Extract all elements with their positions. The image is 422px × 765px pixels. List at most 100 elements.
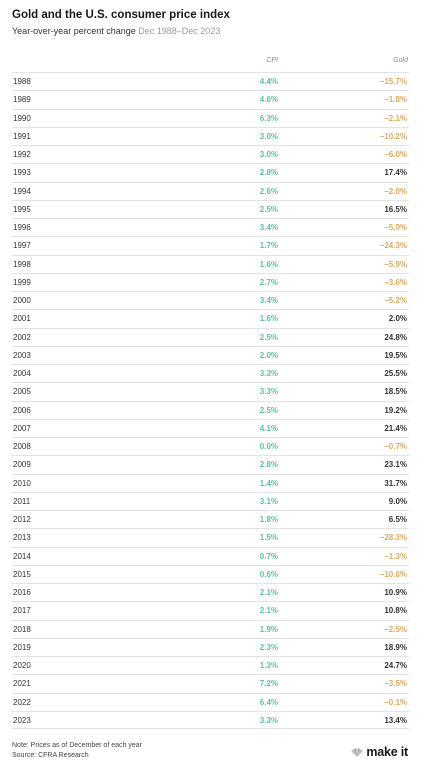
year-cell: 1991: [13, 131, 31, 141]
cpi-value: 3.0%: [259, 131, 278, 141]
table-row: 2020 1.3% 24.7%: [12, 656, 409, 674]
gold-value: −1.3%: [384, 551, 407, 561]
year-cell: 2022: [13, 697, 31, 707]
year-cell: 2016: [13, 588, 31, 597]
gold-value: −3.5%: [384, 679, 407, 689]
table-row: 1993 2.8% 17.4%: [12, 163, 409, 181]
gold-value: −10.0%: [379, 569, 407, 579]
gold-value: −0.7%: [384, 442, 407, 451]
gold-value: −2.1%: [384, 113, 407, 123]
cpi-value: 2.3%: [259, 642, 278, 652]
cpi-value: 6.4%: [259, 697, 278, 707]
year-cell: 1993: [13, 168, 31, 178]
cpi-value: 2.8%: [259, 460, 278, 470]
gold-value: 17.4%: [384, 168, 407, 178]
cpi-value: 6.3%: [259, 113, 278, 123]
gold-value: 19.5%: [384, 350, 407, 360]
table-row: 2015 0.6% −10.0%: [12, 564, 409, 583]
note-text: Note: Prices as of December of each year: [12, 742, 142, 749]
year-cell: 1990: [13, 113, 31, 123]
gold-value: −2.0%: [384, 186, 407, 196]
table-row: 1998 1.6% −5.9%: [12, 254, 409, 273]
gold-value: 23.1%: [384, 460, 407, 470]
gold-value: −5.9%: [384, 223, 407, 232]
year-cell: 1997: [13, 241, 31, 251]
subtitle-text: Year-over-year percent change: [12, 26, 136, 36]
footnote: Note: Prices as of December of each year…: [12, 741, 142, 761]
gold-value: 10.8%: [384, 606, 407, 616]
gold-value: 6.5%: [388, 515, 407, 524]
year-cell: 1988: [13, 77, 31, 86]
year-cell: 2012: [13, 515, 31, 524]
year-cell: 2003: [13, 350, 31, 360]
gold-value: 18.9%: [384, 642, 407, 652]
cpi-value: 2.5%: [259, 204, 278, 214]
gold-value: −6.0%: [384, 150, 407, 159]
gold-value: −10.2%: [379, 131, 407, 141]
date-range: Dec 1988–Dec 2023: [138, 26, 221, 36]
gold-value: 19.2%: [384, 405, 407, 415]
table-row: 1996 3.4% −5.9%: [12, 218, 409, 236]
year-cell: 1999: [13, 277, 31, 287]
table-row: 1997 1.7% −24.3%: [12, 236, 409, 254]
cpi-value: 0.6%: [259, 569, 278, 579]
year-cell: 2000: [13, 296, 31, 305]
cpi-value: 3.0%: [259, 150, 278, 159]
table-row: 2005 3.3% 18.5%: [12, 382, 409, 400]
cpi-value: 1.9%: [259, 624, 278, 634]
cpi-value: 3.3%: [259, 369, 278, 378]
cpi-value: 3.4%: [259, 223, 278, 232]
cpi-value: 2.5%: [259, 332, 278, 342]
table-row: 2008 0.0% −0.7%: [12, 437, 409, 455]
brand-logo: make it: [351, 745, 408, 759]
year-cell: 2004: [13, 369, 31, 378]
year-cell: 2023: [13, 715, 31, 725]
year-cell: 1992: [13, 150, 31, 159]
brand-wordmark: make it: [366, 745, 408, 759]
cpi-value: 7.2%: [259, 679, 278, 689]
table-row: 2017 2.1% 10.8%: [12, 601, 409, 619]
gold-value: −3.6%: [384, 277, 407, 287]
gold-value: 24.8%: [384, 332, 407, 342]
year-cell: 2009: [13, 460, 31, 470]
gold-value: −1.8%: [384, 95, 407, 105]
column-header-cpi: CPI: [266, 57, 278, 64]
gold-value: 13.4%: [384, 715, 407, 725]
gold-value: 18.5%: [384, 387, 407, 397]
gold-value: 25.5%: [384, 369, 407, 378]
year-cell: 2005: [13, 387, 31, 397]
table-row: 1992 3.0% −6.0%: [12, 145, 409, 163]
year-cell: 1995: [13, 204, 31, 214]
table-row: 2001 1.6% 2.0%: [12, 309, 409, 327]
gold-value: −2.5%: [384, 624, 407, 634]
cpi-value: 2.8%: [259, 168, 278, 178]
table-row: 1999 2.7% −3.6%: [12, 272, 409, 291]
year-cell: 1996: [13, 223, 31, 232]
year-cell: 2017: [13, 606, 31, 616]
year-cell: 2015: [13, 569, 31, 579]
year-cell: 2018: [13, 624, 31, 634]
cpi-value: 1.6%: [259, 314, 278, 324]
cpi-value: 4.6%: [259, 95, 278, 105]
gold-value: −28.3%: [379, 533, 407, 543]
year-cell: 1994: [13, 186, 31, 196]
year-cell: 2010: [13, 478, 31, 488]
gold-value: 24.7%: [384, 661, 407, 670]
table-row: 2019 2.3% 18.9%: [12, 637, 409, 656]
table-row: 2006 2.5% 19.2%: [12, 400, 409, 419]
cpi-value: 1.6%: [259, 259, 278, 269]
table-row: 1990 6.3% −2.1%: [12, 108, 409, 127]
cpi-value: 3.3%: [259, 715, 278, 725]
peacock-icon: [351, 747, 363, 757]
year-cell: 2019: [13, 642, 31, 652]
table-row: 2018 1.9% −2.5%: [12, 619, 409, 638]
cpi-value: 3.1%: [259, 496, 278, 506]
table-row: 1991 3.0% −10.2%: [12, 126, 409, 145]
table-row: 2014 0.7% −1.3%: [12, 546, 409, 565]
table-row: 2021 7.2% −3.5%: [12, 674, 409, 692]
table-row: 2007 4.1% 21.4%: [12, 418, 409, 437]
year-cell: 2002: [13, 332, 31, 342]
table-row: 2016 2.1% 10.9%: [12, 583, 409, 601]
chart-title: Gold and the U.S. consumer price index: [12, 9, 230, 21]
table-row: 2013 1.5% −28.3%: [12, 528, 409, 546]
